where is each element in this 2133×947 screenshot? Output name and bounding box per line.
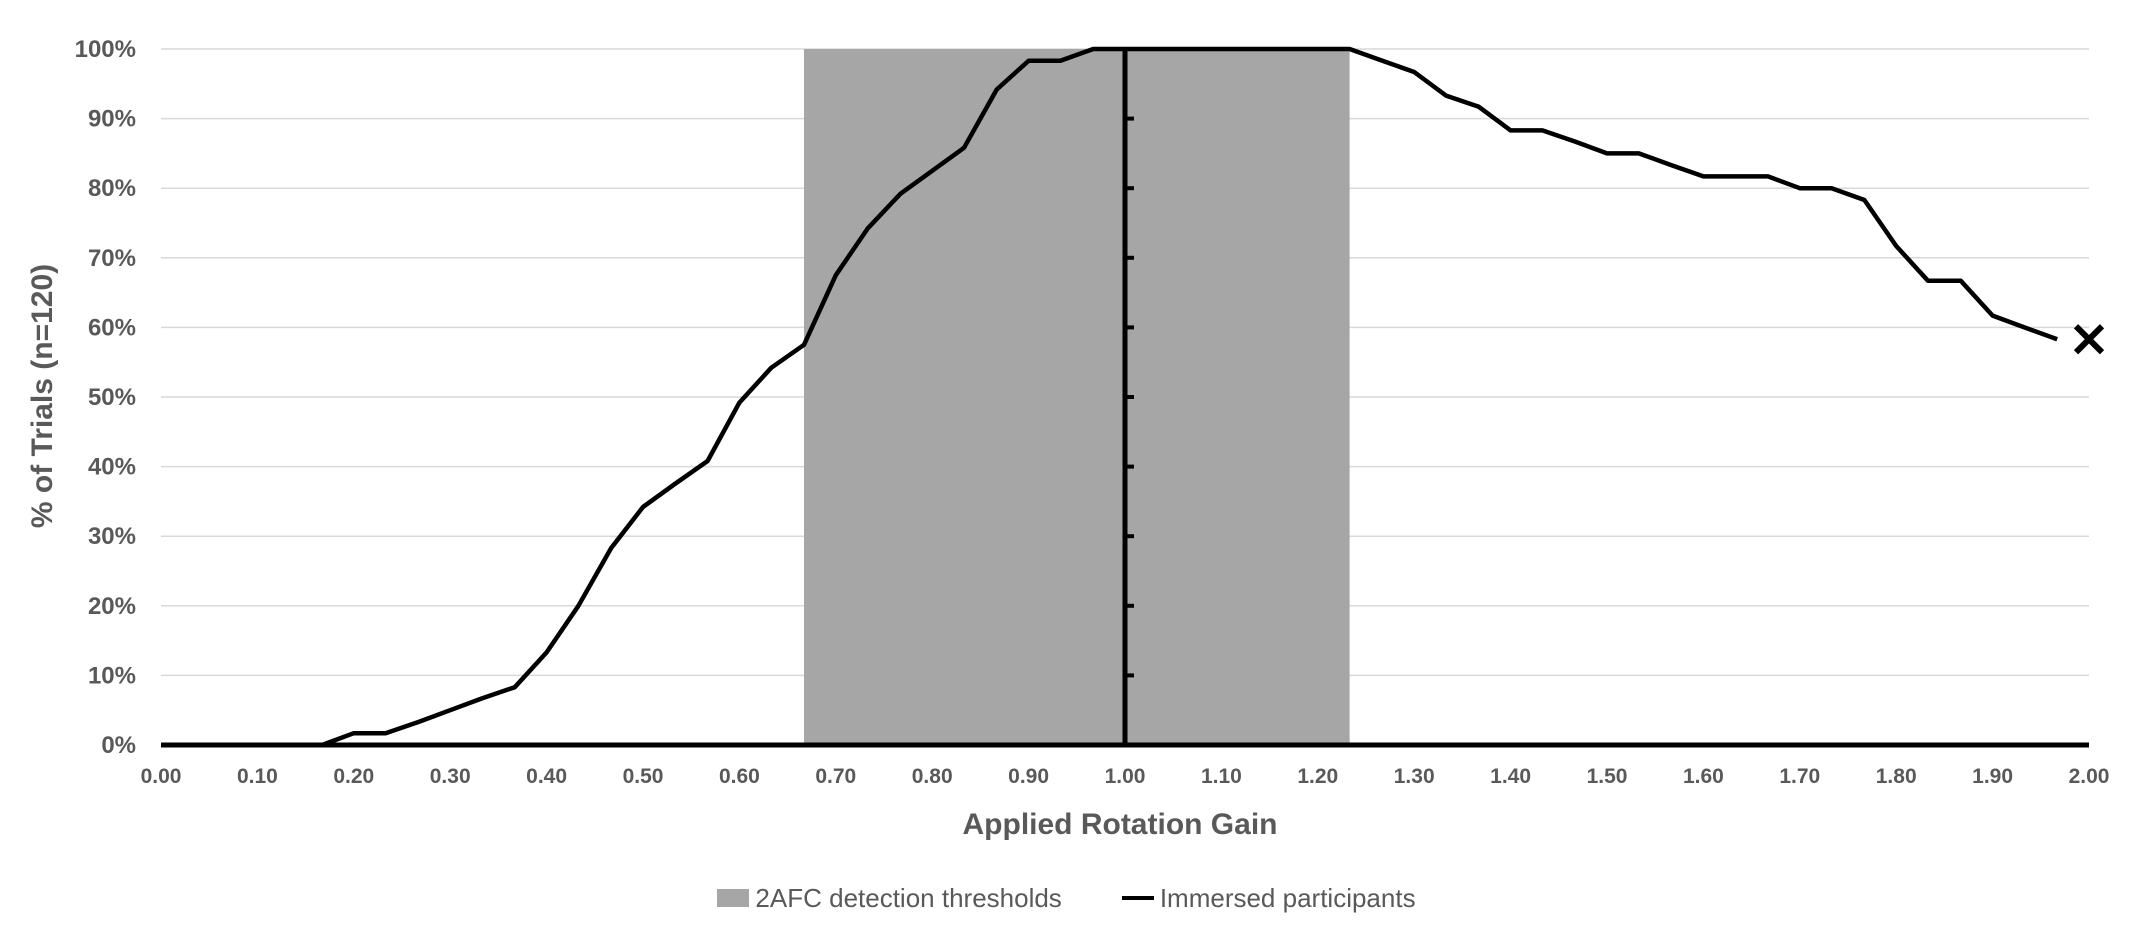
x-tick-label: 1.10 xyxy=(1201,765,1242,788)
y-tick-label: 20% xyxy=(88,593,136,620)
x-tick-label: 1.60 xyxy=(1683,765,1724,788)
y-tick-label: 40% xyxy=(88,454,136,481)
y-tick-label: 50% xyxy=(88,384,136,411)
y-tick-label: 90% xyxy=(88,106,136,133)
y-tick-labels: 0% 10% 20% 30% 40% 50% 60% 70% 80% 90% 100% xyxy=(75,36,136,759)
legend-swatch-line xyxy=(1121,896,1154,900)
x-tick-label: 0.90 xyxy=(1008,765,1049,788)
x-tick-label: 0.30 xyxy=(430,765,471,788)
y-tick-label: 10% xyxy=(88,662,136,689)
y-tick-label: 100% xyxy=(75,36,136,63)
legend-item-band: 2AFC detection thresholds xyxy=(717,882,1062,914)
x-tick-label: 0.80 xyxy=(912,765,953,788)
legend: 2AFC detection thresholds Immersed parti… xyxy=(0,880,2133,916)
y-axis-title: % of Trials (n=120) xyxy=(26,264,59,528)
end-marker-stroke xyxy=(2073,324,2105,355)
x-tick-label: 0.70 xyxy=(815,765,856,788)
x-tick-label: 0.40 xyxy=(526,765,567,788)
x-tick-label: 2.00 xyxy=(2069,765,2110,788)
x-tick-label: 1.90 xyxy=(1972,765,2013,788)
x-tick-label: 0.60 xyxy=(719,765,760,788)
x-tick-label: 0.00 xyxy=(141,765,182,788)
x-tick-label: 1.70 xyxy=(1779,765,1820,788)
y-tick-label: 30% xyxy=(88,523,136,550)
threshold-band xyxy=(803,49,1350,745)
x-tick-label: 1.80 xyxy=(1876,765,1917,788)
legend-label-band: 2AFC detection thresholds xyxy=(755,882,1062,913)
y-tick-label: 80% xyxy=(88,175,136,202)
x-tick-label: 0.50 xyxy=(623,765,664,788)
x-tick-label: 1.40 xyxy=(1490,765,1531,788)
x-axis-title: Applied Rotation Gain xyxy=(963,808,1278,841)
series-line-immersed-participants xyxy=(161,46,2058,748)
legend-item-line: Immersed participants xyxy=(1121,882,1416,914)
x-tick-labels: 0.00 0.10 0.20 0.30 0.40 0.50 0.60 0.70 0.80 0.90… xyxy=(141,765,2110,788)
legend-label-line: Immersed participants xyxy=(1159,882,1416,913)
threshold-band-layer xyxy=(803,49,1350,745)
y-tick-label: 60% xyxy=(88,314,136,341)
x-tick-label: 0.10 xyxy=(237,765,278,788)
end-marker xyxy=(2073,324,2105,355)
y-tick-label: 0% xyxy=(101,732,136,759)
legend-swatch-band xyxy=(717,889,750,907)
x-tick-label: 1.00 xyxy=(1105,765,1146,788)
x-tick-label: 1.50 xyxy=(1587,765,1628,788)
series-layer xyxy=(161,46,2105,748)
x-tick-label: 0.20 xyxy=(333,765,374,788)
y-tick-label: 70% xyxy=(88,245,136,272)
x-tick-label: 1.30 xyxy=(1394,765,1435,788)
x-tick-label: 1.20 xyxy=(1297,765,1338,788)
